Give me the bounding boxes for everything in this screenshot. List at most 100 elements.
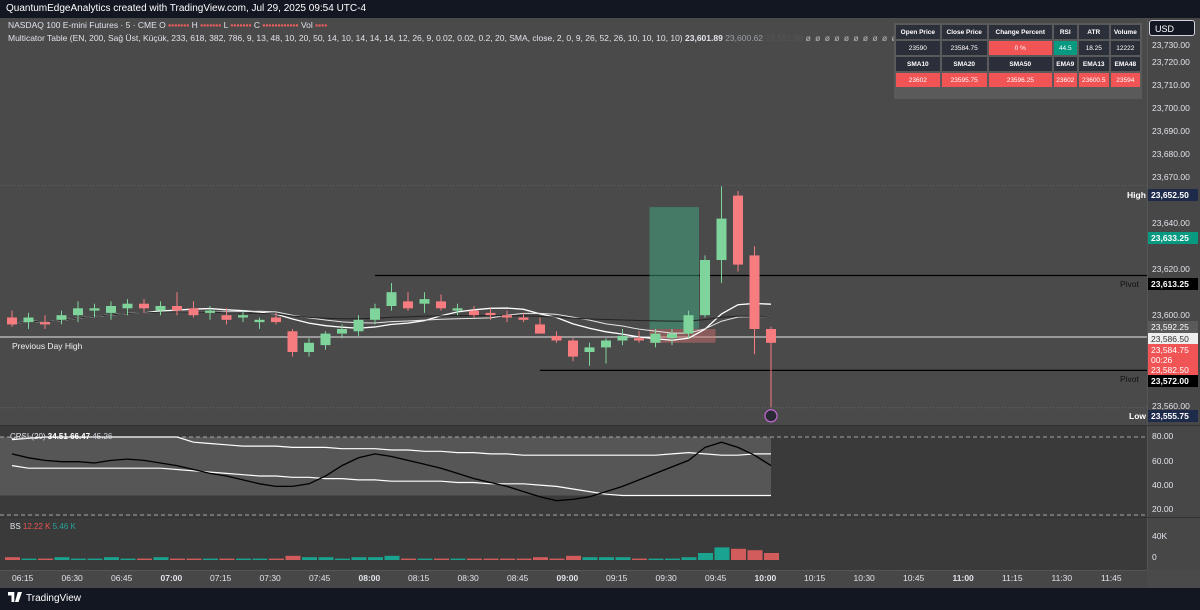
volume-legend: BS 12.22 K 5.46 K — [10, 522, 76, 531]
chart-area[interactable] — [0, 18, 1147, 570]
volume-bar — [318, 557, 334, 560]
candle-body — [122, 303, 133, 309]
table-header-row: SMA10 SMA20 SMA50 EMA9 EMA13 EMA48 — [896, 57, 1140, 71]
volume-pane-name[interactable]: BS — [10, 522, 21, 531]
price-tick: 23,710.00 — [1152, 80, 1190, 90]
price-tick: 23,670.00 — [1152, 172, 1190, 182]
table-cell: 23584.75 — [941, 41, 987, 55]
table-cell: ATR — [1078, 25, 1109, 39]
high-price-tag: 23,652.50 — [1148, 189, 1198, 201]
oscillator-lower-band — [11, 465, 771, 497]
time-tick: 06:30 — [61, 573, 83, 583]
table-cell: EMA48 — [1110, 57, 1140, 71]
volume-bar — [582, 557, 598, 560]
time-tick: 11:30 — [1051, 573, 1073, 583]
oscillator-line — [11, 441, 772, 502]
candle-body — [502, 315, 512, 318]
volume-bar — [285, 555, 301, 560]
volume-tick: 40K — [1152, 531, 1168, 541]
volume-bar — [401, 558, 416, 560]
table-cell: 23602 — [1053, 73, 1077, 87]
volume-bar — [21, 558, 37, 560]
candle-body — [469, 310, 479, 316]
oscillator-upper-band — [11, 436, 771, 456]
candle-body — [650, 333, 661, 343]
volume-bar — [54, 557, 70, 560]
candle-body — [634, 338, 644, 341]
volume-bar — [368, 557, 383, 560]
sell-volume-value: 12.22 K — [22, 522, 51, 531]
red-price-tag: 23,582.50 — [1148, 364, 1198, 376]
oscillator-legend: CRSI (20) 34.51 66.47 45.26 — [10, 432, 112, 441]
indicator-name[interactable]: Multicator Table (EN, 200, Sağ Üst, Küçü… — [8, 33, 683, 43]
volume-bar — [219, 558, 235, 560]
time-tick: 06:45 — [111, 573, 133, 583]
time-tick: 11:00 — [952, 573, 974, 583]
candle-body — [73, 308, 83, 316]
footer-bar — [0, 588, 1200, 610]
oscillator-value-2: 66.47 — [70, 432, 91, 441]
table-cell: Open Price — [896, 25, 940, 39]
volume-bar — [632, 558, 647, 560]
volume-bar — [681, 557, 697, 560]
oscillator-name[interactable]: CRSI (20) — [10, 432, 46, 441]
candle-body — [749, 255, 760, 329]
indicator-value-1: 23,601.89 — [685, 33, 723, 43]
time-tick: 10:30 — [853, 573, 875, 583]
table-cell: 0 % — [988, 41, 1052, 55]
currency-button[interactable]: USD — [1149, 20, 1195, 36]
candle-body — [106, 306, 116, 313]
volume-bar — [731, 548, 746, 560]
table-cell: 23590 — [896, 41, 940, 55]
table-cell: 12222 — [1110, 41, 1140, 55]
price-axis[interactable] — [1147, 18, 1200, 570]
table-cell: SMA10 — [896, 57, 940, 71]
brand-name: TradingView — [26, 593, 82, 604]
table-cell: 44.5 — [1053, 41, 1077, 55]
table-cell: Change Percent — [988, 25, 1052, 39]
previous-day-high-label: Previous Day High — [12, 341, 83, 351]
pane-divider[interactable] — [0, 517, 1200, 518]
time-tick: 07:15 — [210, 573, 232, 583]
open-label: O — [159, 20, 166, 30]
ema-line — [11, 311, 772, 325]
symbol-name[interactable]: NASDAQ 100 E-mini Futures · 5 · CME — [8, 20, 157, 30]
table-cell: 23600.5 — [1078, 73, 1109, 87]
pivot-label: Pivot — [1120, 279, 1139, 289]
candle-body — [733, 195, 743, 265]
candle-body — [601, 340, 611, 348]
time-tick: 09:30 — [655, 573, 677, 583]
volume-bar — [549, 558, 565, 560]
last-price-tag: 23,584.75 — [1148, 344, 1198, 356]
pivot-price-tag: 23,613.25 — [1148, 278, 1198, 290]
candle-body — [89, 308, 100, 311]
time-tick: 07:00 — [160, 573, 183, 583]
candle-body — [320, 333, 331, 346]
table-cell: EMA13 — [1078, 57, 1109, 71]
time-tick: 09:00 — [556, 573, 579, 583]
candle-body — [403, 301, 413, 309]
tradingview-logo-icon — [8, 592, 22, 602]
oscillator-tick: 40.00 — [1152, 480, 1174, 490]
table-header-row: Open Price Close Price Change Percent RS… — [896, 25, 1140, 39]
time-tick: 09:45 — [705, 573, 727, 583]
volume-bar — [137, 558, 152, 560]
tradingview-logo[interactable]: TradingView — [8, 591, 81, 607]
candle-body — [188, 308, 199, 316]
table-cell: 23595.75 — [941, 73, 987, 87]
table-cell: SMA20 — [941, 57, 987, 71]
time-tick: 06:15 — [12, 573, 34, 583]
pane-divider[interactable] — [0, 425, 1200, 426]
pdh-price-tag: 23,586.50 — [1148, 333, 1198, 345]
candle-body — [683, 315, 694, 334]
candle-body — [452, 308, 463, 311]
pivot-label: Pivot — [1120, 374, 1139, 384]
table-row: 23602 23595.75 23596.25 23602 23600.5 23… — [896, 73, 1140, 87]
candle-body — [766, 329, 776, 343]
chart-canvas[interactable] — [0, 18, 1147, 570]
candle-body — [139, 303, 149, 309]
candle-body — [667, 333, 677, 339]
volume-bar — [252, 558, 268, 560]
time-axis[interactable] — [0, 570, 1147, 589]
